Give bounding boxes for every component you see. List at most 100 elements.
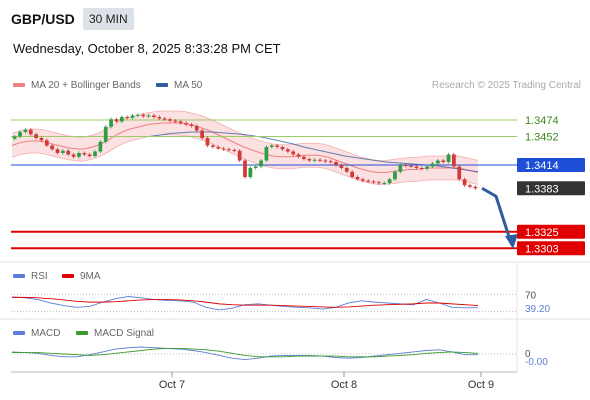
candle-body	[184, 123, 188, 125]
legend-rsi-ma: 9MA	[62, 271, 101, 282]
candle-body	[168, 119, 172, 121]
candle-body	[216, 147, 221, 149]
macd-series-line	[12, 347, 479, 358]
candle-body	[243, 160, 247, 177]
candle-body	[291, 151, 296, 155]
level-label-resistance: 1.3474	[525, 115, 559, 127]
legend-rsi: RSI	[13, 271, 48, 282]
candle-body	[135, 114, 140, 116]
candle-body	[194, 126, 199, 131]
legend-bollinger-label: MA 20 + Bollinger Bands	[31, 80, 141, 91]
candle-body	[157, 117, 162, 119]
candle-body	[264, 147, 269, 161]
candle-body	[339, 165, 344, 168]
candle-body	[398, 165, 403, 172]
symbol-title: GBP/USD	[11, 11, 75, 27]
candle-body	[34, 134, 38, 138]
chart-datetime: Wednesday, October 8, 2025 8:33:28 PM CE…	[13, 41, 281, 56]
candle-body	[82, 153, 87, 155]
candle-body	[61, 150, 65, 153]
candle-body	[259, 160, 263, 167]
candle-body	[457, 166, 462, 180]
candle-body	[409, 165, 413, 167]
legend-macd-signal: MACD Signal	[76, 328, 154, 339]
macd-series-line	[11, 346, 478, 361]
legend-rsi-label: RSI	[31, 271, 48, 282]
ma50-swatch-icon	[156, 83, 168, 88]
candle-body	[55, 149, 60, 153]
candle-body	[50, 145, 55, 150]
candle-body	[253, 166, 258, 168]
candle-body	[425, 166, 429, 169]
level-label-last: 1.3383	[525, 183, 559, 195]
candle-body	[146, 115, 151, 117]
candle-body	[403, 165, 408, 166]
level-label-bg-support	[517, 241, 585, 256]
candle-body	[318, 159, 322, 161]
projection-arrow-icon	[481, 186, 513, 244]
candle-body	[28, 129, 33, 135]
rsi-series-line	[12, 296, 479, 308]
candle-body	[419, 168, 424, 169]
candle-body	[130, 115, 135, 118]
candle-body	[210, 145, 215, 147]
candle-body	[173, 120, 178, 122]
level-label-bg-pivot	[517, 158, 585, 172]
rsi-swatch-icon	[13, 274, 25, 279]
candle-body	[98, 141, 103, 152]
legend-macd-label: MACD	[31, 328, 61, 339]
macd-value-label: -0.00	[525, 357, 548, 368]
candle-body	[205, 138, 210, 146]
rsi-value-label: 39.20	[525, 304, 550, 315]
candle-body	[39, 138, 44, 141]
bollinger-swatch-icon	[13, 83, 25, 88]
interval-badge[interactable]: 30 MIN	[83, 8, 134, 30]
candle-body	[393, 171, 397, 180]
candle-body	[280, 147, 285, 150]
candle-body	[227, 149, 231, 151]
candle-body	[382, 183, 387, 184]
bollinger-upper-line	[11, 110, 479, 161]
macd-swatch-icon	[13, 331, 25, 336]
candle-body	[77, 153, 81, 157]
copyright-text: Research © 2025 Trading Central	[431, 80, 581, 91]
candle-body	[366, 180, 371, 182]
candle-body	[430, 163, 435, 167]
candle-body	[441, 160, 446, 162]
candle-body	[334, 162, 338, 165]
candle-body	[462, 179, 467, 186]
candle-body	[360, 179, 365, 181]
candle-body	[221, 148, 226, 150]
candle-body	[119, 117, 124, 122]
candle-body	[189, 124, 194, 126]
legend-ma50: MA 50	[156, 80, 202, 91]
legend-macd-signal-label: MACD Signal	[94, 328, 155, 339]
candle-body	[435, 160, 440, 164]
legend-ma50-label: MA 50	[174, 80, 203, 91]
candle-body	[18, 132, 22, 137]
candle-body	[269, 145, 274, 147]
x-tick-label: Oct 9	[468, 379, 494, 391]
rsi-ma-swatch-icon	[62, 274, 74, 279]
candle-body	[285, 149, 290, 152]
candle-body	[323, 160, 328, 162]
candle-body	[93, 151, 97, 156]
candle-body	[248, 168, 253, 177]
candle-body	[44, 140, 49, 146]
candle-body	[275, 145, 280, 147]
candle-body	[473, 186, 478, 189]
candle-body	[103, 126, 108, 142]
level-label-pivot: 1.3414	[525, 160, 559, 172]
candle-body	[141, 114, 146, 117]
level-label-resistance: 1.3452	[525, 132, 559, 144]
candle-body	[328, 161, 333, 163]
level-label-support: 1.3325	[525, 227, 559, 239]
candle-body	[125, 117, 130, 118]
level-label-bg-last	[517, 181, 585, 196]
legend-rsi-ma-label: 9MA	[80, 271, 101, 282]
candle-body	[23, 129, 28, 132]
x-tick-label: Oct 7	[159, 379, 185, 391]
level-label-support: 1.3303	[525, 243, 559, 255]
candle-body	[71, 154, 76, 157]
